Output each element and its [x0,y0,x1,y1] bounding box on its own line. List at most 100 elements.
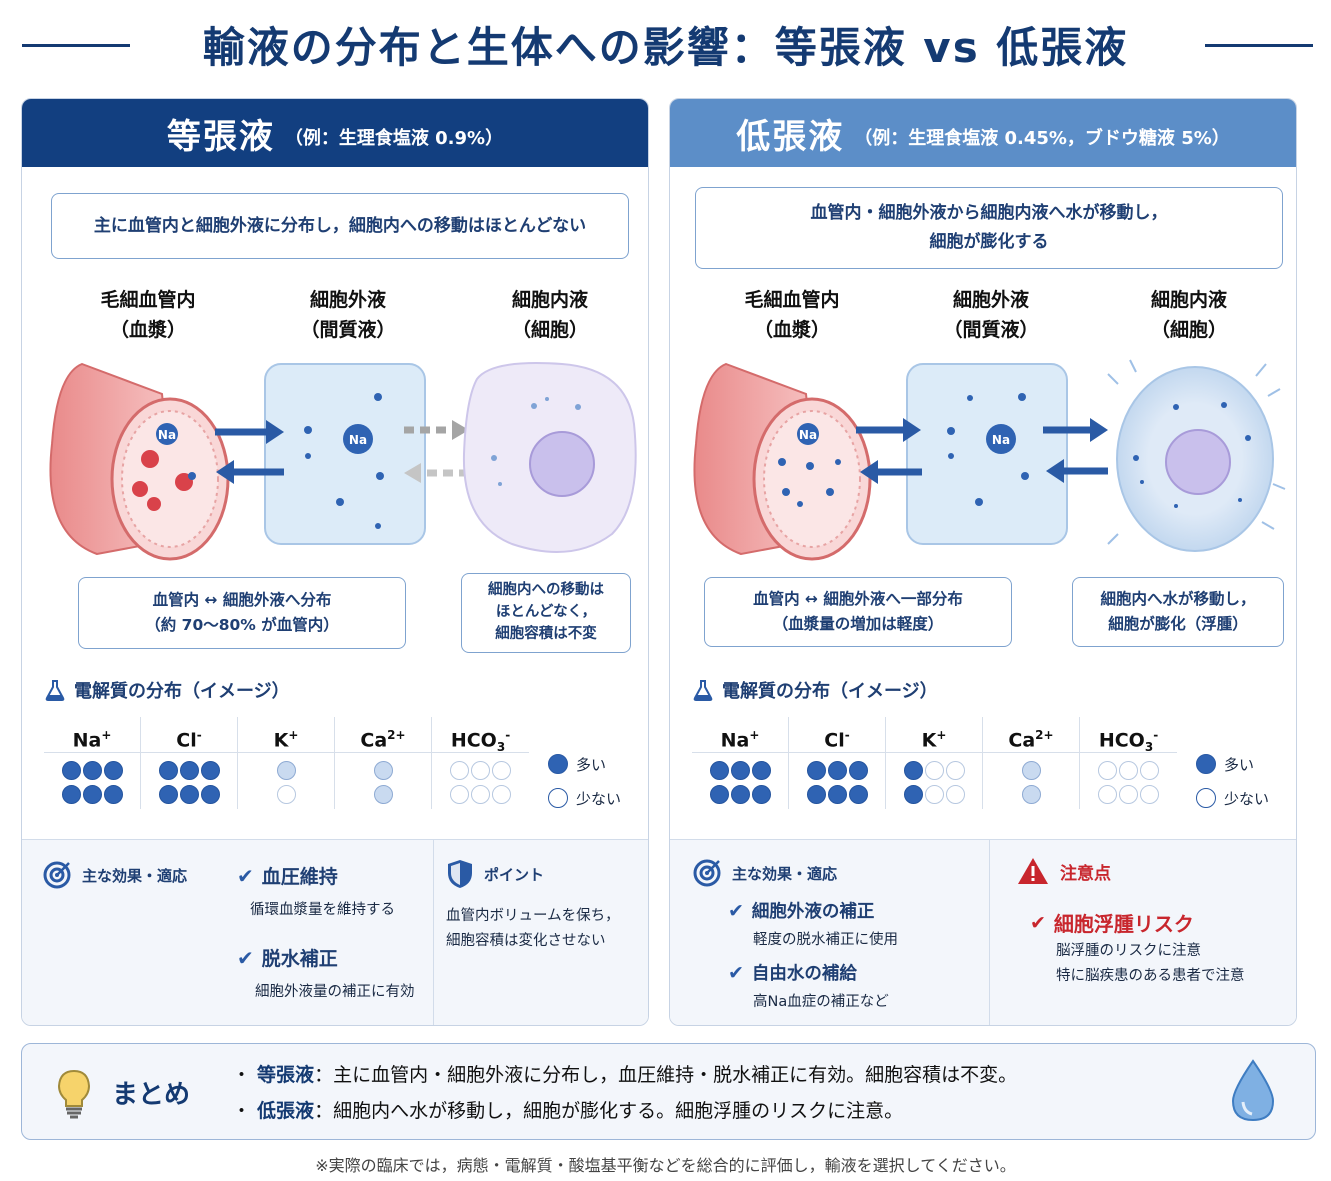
amount-dot-full [61,761,81,780]
effect-desc-ecf: 軽度の脱水補正に使用 [753,932,898,948]
effect-title-bp: ✔ 血圧維持 [237,862,338,889]
warning-desc: 脳浮腫のリスクに注意 特に脳疾患のある患者で注意 [1056,939,1245,990]
note-line: ほとんどなく， [495,604,597,621]
compartment-name: 細胞内液 [511,289,588,311]
na-ion-label: Na [349,433,367,447]
footnote: ※実際の臨床では，病態・電解質・酸塩基平衡などを総合的に評価し，輸液を選択してく… [315,1156,1016,1175]
dots-row [789,785,885,804]
legend-empty-dot [1196,788,1216,808]
compartment-name: 毛細血管内 [744,289,840,311]
amount-dot-full [751,785,771,804]
electrolyte-title-text: 電解質の分布（イメージ） [74,681,290,702]
compartment-name: 毛細血管内 [100,289,196,311]
isotonic-note-right: 細胞内への移動は ほとんどなく， 細胞容積は不変 [461,573,631,653]
electrolyte-header: Ca2+ [983,717,1079,753]
effect-title-text: 血圧維持 [261,866,338,888]
amount-dot-light [373,785,393,804]
electrolyte-column-k: K+ [886,717,983,809]
compartment-sub: （間質液） [943,319,1039,342]
amount-dot-full [806,785,826,804]
warning-desc-line: 特に脳疾患のある患者で注意 [1056,968,1245,985]
amount-dot-full [827,785,847,804]
dots-row [692,785,788,804]
isotonic-note-left: 血管内 ↔ 細胞外液へ分布 （約 70〜80% が血管内） [78,577,406,649]
amount-dot-full [730,761,750,780]
electrolyte-column-hco: HCO3- [432,717,529,809]
hypotonic-header: 低張液 （例：生理食塩液 0.45%，ブドウ糖液 5%） [670,99,1296,167]
amount-dot-empty [945,785,965,804]
water-drop-icon [1231,1059,1275,1122]
compartment-label-plasma: 毛細血管内 （血漿） [702,285,882,346]
effect-desc-bp: 循環血漿量を維持する [250,902,395,918]
note-line: 血管内 ↔ 細胞外液へ分布 [152,591,332,610]
amount-dot-empty [450,785,469,804]
amount-dot-empty [1140,761,1159,780]
hypotonic-legend: 多い 少ない [1196,747,1269,815]
amount-dot-empty [1119,761,1138,780]
effects-label-text: 主な効果・適応 [82,866,188,885]
check-icon: ✔ [1030,911,1046,934]
hypotonic-summary-box: 血管内・細胞外液から細胞内液へ水が移動し， 細胞が膨化する [695,187,1283,269]
summary-title: まとめ [112,1080,191,1110]
amount-dot-empty [924,761,944,780]
compartment-label-interstitial: 細胞外液 （間質液） [258,285,438,346]
amount-dot-empty [471,785,490,804]
amount-dot-empty [924,785,944,804]
electrolyte-header: K+ [886,717,982,753]
dots-row [335,761,431,780]
dashed-arrow-left-icon [404,463,469,483]
arrow-left-icon [216,460,284,484]
electrolyte-column-cl: Cl- [789,717,886,809]
electrolyte-header: HCO3- [432,717,529,754]
amount-dot-empty [276,785,296,804]
legend-item-high: 多い [548,747,621,781]
effects-divider [433,840,434,1025]
effect-title-text: 脱水補正 [261,948,338,970]
dots-row [789,761,885,780]
amount-dot-light [373,761,393,780]
amount-dot-full [200,785,220,804]
amount-dot-light [276,761,296,780]
electrolyte-header: Ca2+ [335,717,431,753]
amount-dot-empty [492,785,511,804]
legend-low-label: 少ない [1224,789,1270,808]
legend-empty-dot [548,788,568,808]
electrolyte-header: Cl- [789,717,885,753]
effect-title-text: 細胞外液の補正 [751,902,875,922]
na-ion-label: Na [158,428,176,442]
compartment-name: 細胞外液 [952,289,1029,311]
amount-dot-full [200,761,220,780]
amount-dot-full [82,761,102,780]
dots-row [141,785,237,804]
dots-row [886,785,982,804]
isotonic-panel: 等張液 （例：生理食塩液 0.9%） 主に血管内と細胞外液に分布し，細胞内への移… [21,98,649,1026]
flask-icon [45,680,65,701]
target-icon [693,859,721,887]
note-line: 血管内 ↔ 細胞外液へ一部分布 [753,590,963,609]
effect-title-text: 自由水の補給 [751,964,857,984]
hypotonic-panel: 低張液 （例：生理食塩液 0.45%，ブドウ糖液 5%） 血管内・細胞外液から細… [669,98,1297,1026]
isotonic-electrolyte-title: 電解質の分布（イメージ） [44,677,290,703]
blood-vessel-icon [693,362,872,561]
warning-title: ✔ 細胞浮腫リスク [1030,908,1194,937]
point-desc-line: 細胞容積は変化させない [446,933,606,950]
amount-dot-empty [1119,785,1138,804]
electrolyte-header: K+ [238,717,334,753]
legend-item-low: 少ない [548,781,621,815]
amount-dot-empty [945,761,965,780]
dots-row [335,785,431,804]
isotonic-example: （例：生理食塩液 0.9%） [284,128,504,149]
amount-dot-full [179,785,199,804]
title-rule-left [22,44,130,47]
compartment-sub: （血漿） [753,319,830,342]
arrow-right-icon [215,420,284,444]
cell-icon [462,362,637,553]
flask-icon [693,680,713,701]
hypotonic-electrolyte-table: Na+ Cl- K+ Ca2+ HCO3- [692,717,1177,809]
isotonic-legend: 多い 少ない [548,747,621,815]
point-desc: 血管内ボリュームを保ち， 細胞容積は変化させない [446,904,620,955]
dots-row [1080,785,1177,804]
dots-row [432,785,529,804]
amount-dot-full [709,761,729,780]
dots-row [983,761,1079,780]
